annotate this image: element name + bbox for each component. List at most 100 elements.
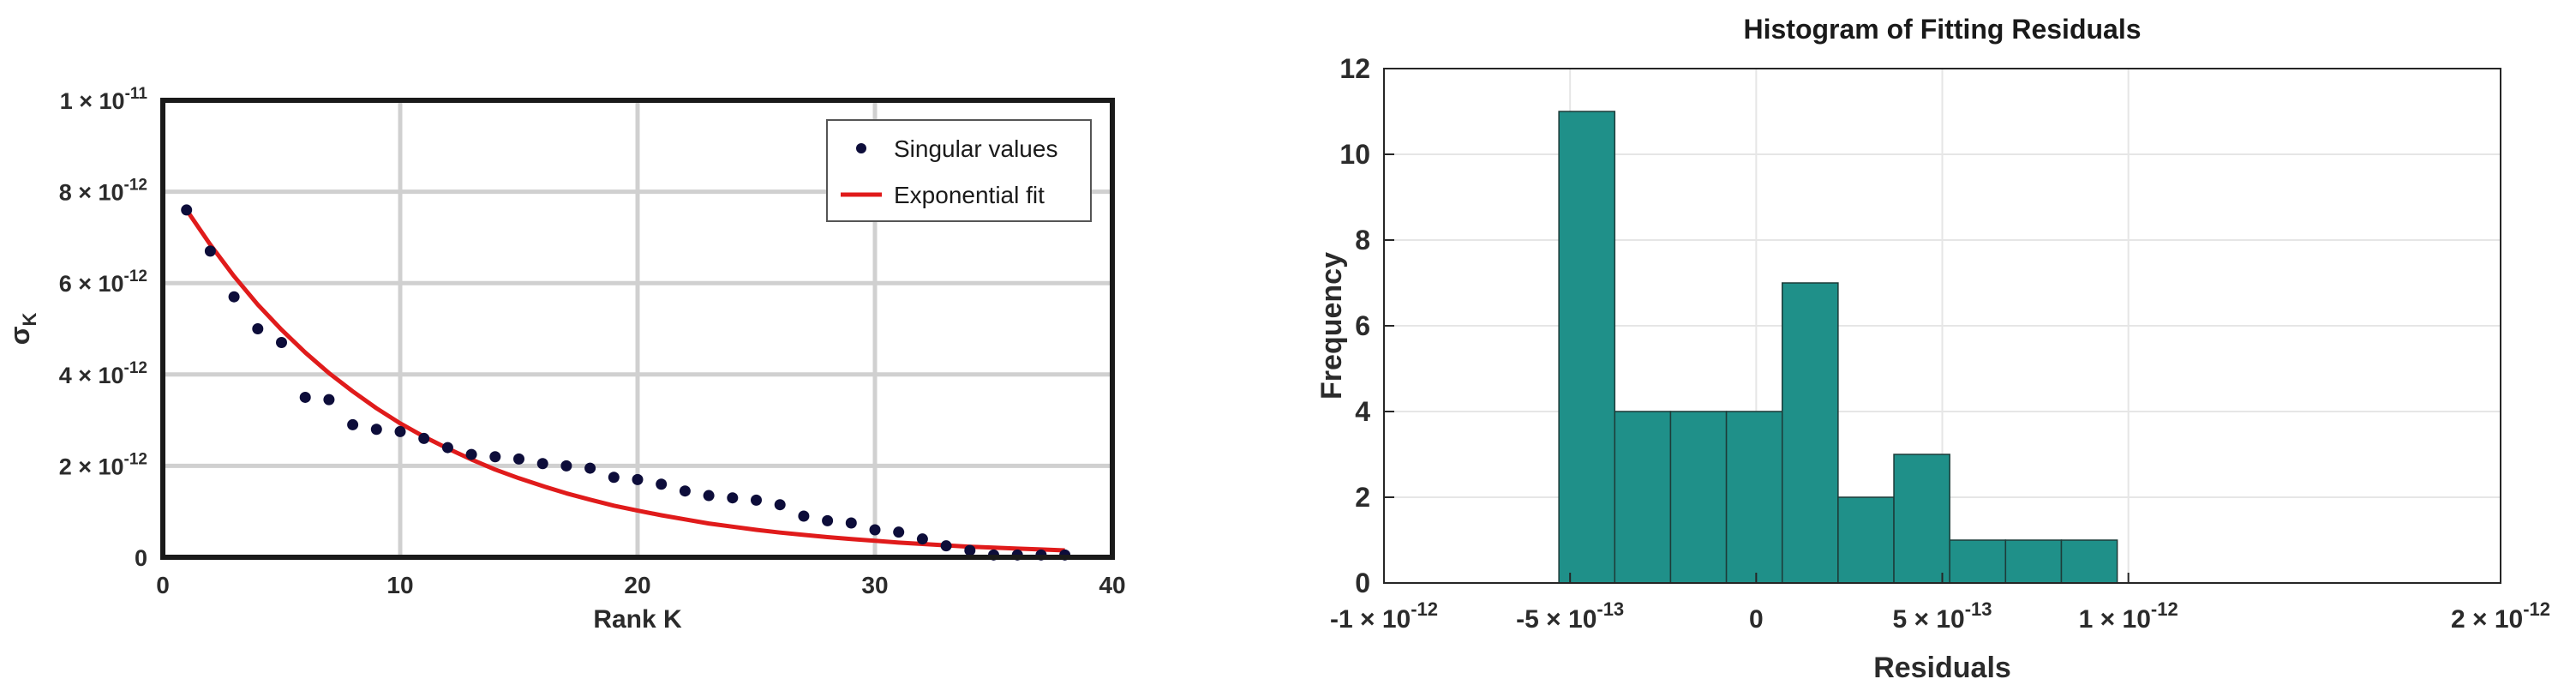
right-x-tick-label: 5 × 10-13 — [1892, 598, 1992, 634]
right-x-tick-label-base: -1 × 10 — [1330, 605, 1411, 634]
histogram-bar — [2004, 539, 2063, 584]
singular-value-point — [679, 485, 691, 497]
singular-value-point — [204, 245, 216, 257]
histogram-bar — [1725, 411, 1783, 584]
right-y-tick-label: 10 — [1339, 139, 1370, 170]
left-x-tick-label: 0 — [156, 572, 170, 598]
singular-value-point — [751, 494, 762, 506]
residuals-histogram: Histogram of Fitting Residuals -1 × 10-1… — [1315, 14, 2550, 684]
left-y-tick-labels: 02 × 10-124 × 10-126 × 10-128 × 10-121 ×… — [59, 85, 148, 571]
left-y-tick-label: 6 × 10-12 — [59, 267, 147, 297]
singular-value-point — [465, 448, 477, 460]
singular-value-point — [584, 462, 596, 474]
singular-value-point — [513, 453, 524, 465]
sigma-symbol: σ — [4, 326, 35, 345]
singular-value-point — [181, 204, 193, 216]
singular-value-point — [964, 544, 976, 556]
left-x-tick-label: 40 — [1099, 572, 1125, 598]
singular-value-point — [845, 517, 857, 529]
histogram-bar — [1949, 539, 2007, 584]
singular-value-point — [916, 533, 928, 545]
singular-value-point — [418, 432, 430, 444]
histogram-bar — [1781, 282, 1839, 584]
left-y-tick-label: 0 — [135, 545, 147, 571]
singular-value-point — [347, 418, 359, 430]
left-x-tick-label: 20 — [624, 572, 650, 598]
singular-value-point — [656, 478, 668, 490]
right-y-tick-label: 12 — [1339, 53, 1370, 84]
left-plot-frame — [160, 98, 1115, 560]
singular-value-point — [228, 291, 240, 303]
left-y-tick-label-base: 6 × 10 — [59, 271, 124, 297]
left-y-tick-label-exponent: -11 — [125, 85, 148, 103]
singular-value-point — [774, 499, 786, 511]
legend-marker-singular-values — [856, 143, 866, 153]
left-y-tick-label-base: 4 × 10 — [59, 363, 124, 388]
singular-value-point — [252, 323, 264, 334]
right-x-tick-label-base: 5 × 10 — [1892, 605, 1964, 634]
left-y-tick-label-exponent: -12 — [124, 177, 147, 195]
right-x-tick-label: 1 × 10-12 — [2079, 598, 2178, 634]
singular-value-point — [893, 526, 905, 538]
singular-value-point — [489, 451, 501, 463]
histogram-bar — [1669, 411, 1728, 584]
singular-value-point — [798, 510, 810, 522]
right-x-tick-label: -1 × 10-12 — [1330, 598, 1438, 634]
exponential-fit-line — [184, 208, 1065, 553]
singular-value-point — [822, 514, 834, 526]
singular-value-point — [370, 424, 382, 436]
right-axes — [1383, 68, 2501, 584]
right-x-tick-label-base: -5 × 10 — [1516, 605, 1597, 634]
right-x-axis-label: Residuals — [1873, 652, 2011, 684]
right-x-tick-label-exponent: -13 — [1597, 598, 1624, 620]
legend-label-singular-values: Singular values — [894, 135, 1057, 162]
singular-value-point — [940, 540, 952, 552]
right-y-tick-label: 4 — [1355, 396, 1370, 427]
legend-label-exponential-fit: Exponential fit — [894, 182, 1045, 208]
sigma-subscript: K — [19, 313, 40, 327]
left-y-tick-label-base: 1 × 10 — [60, 88, 125, 114]
left-y-tick-label: 8 × 10-12 — [59, 177, 147, 206]
right-x-tick-label-exponent: -12 — [1411, 598, 1438, 620]
left-y-tick-label: 1 × 10-11 — [60, 85, 148, 114]
histogram-bar — [1558, 111, 1616, 584]
singular-value-point — [276, 336, 287, 348]
singular-value-point — [394, 425, 406, 437]
left-legend: Singular values Exponential fit — [826, 119, 1092, 222]
exponential-fit-series — [184, 208, 1065, 553]
left-y-axis-label: σK — [4, 313, 40, 346]
histogram-bar — [1893, 454, 1950, 584]
singular-value-point — [323, 394, 335, 406]
left-y-tick-label-exponent: -12 — [124, 267, 147, 285]
right-x-tick-label: 2 × 10-12 — [2451, 598, 2550, 634]
right-x-tick-label-base: 0 — [1749, 605, 1764, 634]
histogram-bars — [1558, 111, 2118, 584]
right-x-tick-label-base: 1 × 10 — [2079, 605, 2151, 634]
right-x-tick-labels: -1 × 10-12 -5 × 10-13 0 5 × 10-13 1 × 10-12 2… — [1330, 598, 2550, 634]
singular-value-point — [703, 490, 715, 502]
singular-value-point — [560, 460, 572, 472]
left-y-tick-label-base: 2 × 10 — [59, 454, 124, 479]
singular-values-series — [181, 204, 1071, 561]
right-y-tick-label: 0 — [1355, 568, 1370, 598]
singular-value-point — [608, 472, 620, 484]
right-x-tick-label-exponent: -12 — [2151, 598, 2178, 620]
left-y-tick-label: 4 × 10-12 — [59, 359, 147, 388]
singular-value-point — [727, 492, 739, 504]
singular-value-point — [869, 524, 881, 536]
right-y-tick-labels: 0 2 4 6 8 10 12 — [1339, 53, 1370, 598]
right-y-tick-label: 8 — [1355, 225, 1370, 255]
left-x-tick-label: 30 — [861, 572, 888, 598]
legend-box — [826, 119, 1092, 222]
right-y-tick-label: 6 — [1355, 310, 1370, 341]
left-x-tick-label: 10 — [386, 572, 413, 598]
left-x-tick-labels: 0 10 20 30 40 — [156, 572, 1125, 598]
right-y-axis-label: Frequency — [1315, 252, 1348, 400]
left-y-tick-label-exponent: -12 — [124, 450, 147, 468]
left-y-tick-label-base: 0 — [135, 545, 147, 571]
right-y-tick-label: 2 — [1355, 482, 1370, 513]
right-x-tick-label-exponent: -12 — [2523, 598, 2550, 620]
singular-value-point — [299, 391, 311, 403]
left-y-tick-label: 2 × 10-12 — [59, 450, 147, 479]
